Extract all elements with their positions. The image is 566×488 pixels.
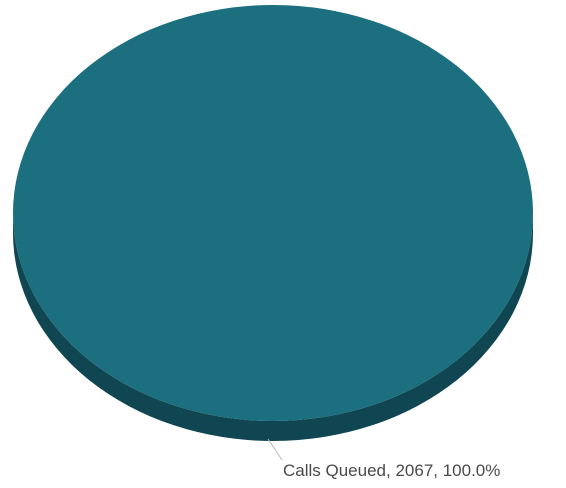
pie-slice-calls-queued[interactable] bbox=[13, 5, 533, 421]
slice-leader-line bbox=[267, 438, 283, 461]
slice-label-calls-queued: Calls Queued, 2067, 100.0% bbox=[283, 461, 500, 480]
